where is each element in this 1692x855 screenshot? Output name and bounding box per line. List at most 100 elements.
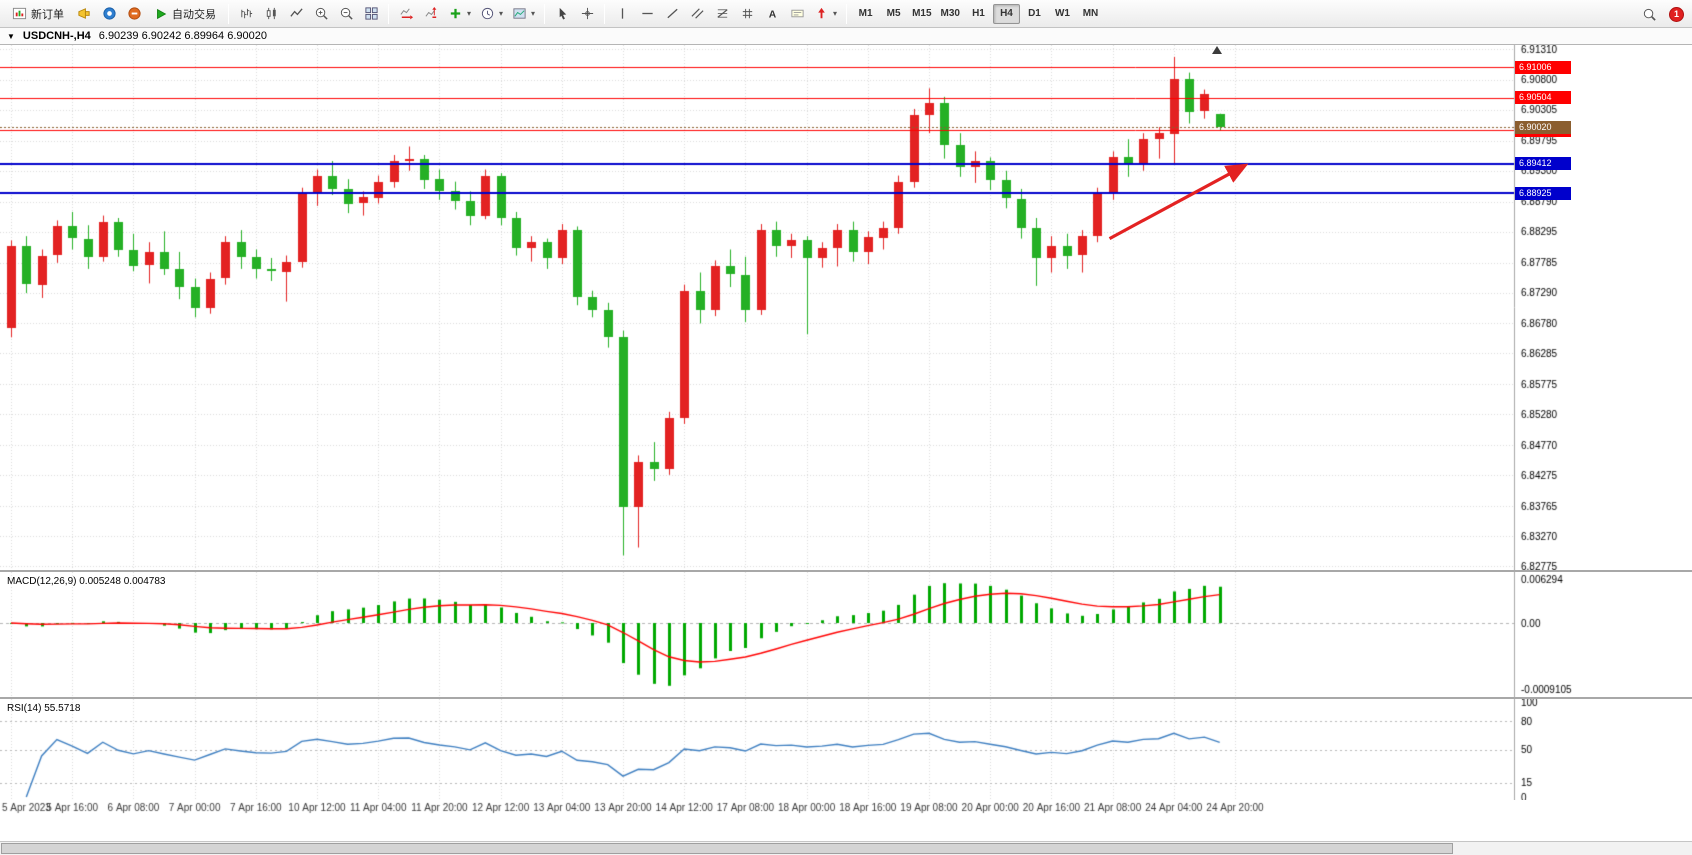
horizontal-scrollbar[interactable] xyxy=(0,841,1692,855)
vertical-line-tool-button[interactable] xyxy=(610,3,634,25)
cursor-button[interactable] xyxy=(550,3,574,25)
zoom-out-button[interactable] xyxy=(334,3,358,25)
pane-divider[interactable] xyxy=(0,697,1692,699)
timeframe-m1-button[interactable]: M1 xyxy=(858,8,873,19)
chevron-down-icon: ▾ xyxy=(467,8,472,18)
text-label-icon xyxy=(790,9,804,18)
chart-region: MACD(12,26,9) 0.005248 0.004783 RSI(14) … xyxy=(0,45,1692,815)
timeframe-w1-button[interactable]: W1 xyxy=(1054,8,1070,19)
main-price-chart[interactable] xyxy=(0,45,1692,570)
chart-ohlc-values: 6.90239 6.90242 6.89964 6.90020 xyxy=(98,30,267,42)
grid-tool-button[interactable] xyxy=(735,3,759,25)
toolbar-separator xyxy=(388,3,389,24)
time-axis[interactable] xyxy=(0,800,1692,815)
text-icon: A xyxy=(768,9,776,20)
chart-menu-icon[interactable]: ▼ xyxy=(7,31,15,41)
megaphone-button[interactable] xyxy=(72,3,96,25)
auto-scroll-icon xyxy=(400,8,413,20)
periods-button[interactable]: ▾ xyxy=(476,3,507,25)
timeframe-d1-button[interactable]: D1 xyxy=(1028,8,1041,19)
pane-divider[interactable] xyxy=(0,570,1692,572)
bar-chart-button[interactable] xyxy=(234,3,258,25)
timeframe-h1-button[interactable]: H1 xyxy=(972,8,985,19)
trendline-icon xyxy=(666,8,678,19)
market-button[interactable] xyxy=(122,3,146,25)
price-tag-6.90504: 6.90504 xyxy=(1515,91,1571,105)
timeframe-m5-button[interactable]: M5 xyxy=(886,8,901,19)
bar-chart-icon xyxy=(240,8,252,19)
timeframe-h4-button[interactable]: H4 xyxy=(992,3,1020,24)
toolbar-separator xyxy=(604,3,606,24)
chart-title-bar: ▼ USDCNH-,H4 6.90239 6.90242 6.89964 6.9… xyxy=(0,28,1692,45)
timeframe-mn-button[interactable]: MN xyxy=(1082,8,1099,19)
cursor-icon xyxy=(559,7,566,20)
horizontal-line-icon xyxy=(641,12,653,15)
templates-button[interactable]: ▾ xyxy=(508,3,539,25)
toolbar-separator xyxy=(846,3,848,24)
candlestick-chart-button[interactable] xyxy=(259,3,283,25)
arrow-tool-icon xyxy=(818,7,825,19)
autotrading-play-icon xyxy=(157,8,167,19)
market-icon xyxy=(127,7,141,20)
add-indicator-icon xyxy=(450,8,461,19)
zoom-out-icon xyxy=(340,7,353,20)
chart-shift-icon xyxy=(425,6,436,18)
zoom-in-button[interactable] xyxy=(309,3,333,25)
crosshair-button[interactable] xyxy=(575,3,599,25)
candlestick-chart-icon xyxy=(266,7,276,20)
toolbar-separator xyxy=(544,3,546,24)
arrows-tool-button[interactable]: ▾ xyxy=(810,3,841,25)
chart-shift-marker[interactable] xyxy=(1212,46,1222,54)
community-button[interactable] xyxy=(97,3,121,25)
line-chart-icon xyxy=(289,8,303,17)
rsi-label: RSI(14) 55.5718 xyxy=(7,703,81,714)
channel-icon xyxy=(691,8,704,19)
tile-windows-icon xyxy=(364,7,378,20)
text-tool-button[interactable]: A xyxy=(760,3,784,25)
chart-symbol-period: USDCNH-,H4 xyxy=(22,30,91,42)
macd-label: MACD(12,26,9) 0.005248 0.004783 xyxy=(7,576,166,587)
price-tag-6.88925: 6.88925 xyxy=(1515,186,1571,200)
price-tag-6.91006: 6.91006 xyxy=(1515,60,1571,74)
search-icon xyxy=(1643,8,1656,21)
template-icon xyxy=(513,8,526,19)
toolbar-right-group: 1 xyxy=(1637,0,1684,28)
horizontal-line-tool-button[interactable] xyxy=(635,3,659,25)
clock-icon xyxy=(481,7,494,20)
line-chart-button[interactable] xyxy=(284,3,308,25)
auto-scroll-button[interactable] xyxy=(394,3,418,25)
zoom-in-icon xyxy=(315,7,328,20)
fibonacci-icon xyxy=(717,9,728,18)
crosshair-icon xyxy=(581,7,593,20)
megaphone-icon xyxy=(77,8,90,19)
chart-shift-button[interactable] xyxy=(419,3,443,25)
rsi-indicator-pane[interactable] xyxy=(0,699,1692,800)
trendline-tool-button[interactable] xyxy=(660,3,684,25)
chevron-down-icon: ▾ xyxy=(499,8,504,18)
search-button[interactable] xyxy=(1637,3,1661,25)
new-order-icon xyxy=(12,7,27,20)
autotrading-button[interactable]: 自动交易 xyxy=(147,3,223,25)
timeframe-m15-button[interactable]: M15 xyxy=(912,8,932,19)
tile-windows-button[interactable] xyxy=(359,3,383,25)
new-order-label: 新订单 xyxy=(31,8,64,21)
fibonacci-tool-button[interactable] xyxy=(710,3,734,25)
vertical-line-icon xyxy=(621,8,623,19)
autotrading-label: 自动交易 xyxy=(172,8,216,21)
text-label-tool-button[interactable] xyxy=(785,3,809,25)
equidistant-channel-tool-button[interactable] xyxy=(685,3,709,25)
notification-badge[interactable]: 1 xyxy=(1669,6,1684,22)
current-price-tag: 6.90020 xyxy=(1515,120,1571,134)
svg-text:A: A xyxy=(768,9,776,20)
price-axis[interactable] xyxy=(1514,45,1584,800)
new-order-button[interactable]: 新订单 xyxy=(5,3,71,25)
grid-icon xyxy=(742,8,752,19)
timeframe-group: M1 M5 M15 M30 H1 H4 D1 W1 MN xyxy=(852,3,1104,24)
scrollbar-thumb[interactable] xyxy=(1,843,1453,854)
timeframe-m30-button[interactable]: M30 xyxy=(940,8,960,19)
macd-indicator-pane[interactable] xyxy=(0,572,1692,697)
price-tag-6.89412: 6.89412 xyxy=(1515,157,1571,171)
indicators-button[interactable]: ▾ xyxy=(444,3,475,25)
main-toolbar: 新订单 自动交易 xyxy=(0,0,1692,28)
